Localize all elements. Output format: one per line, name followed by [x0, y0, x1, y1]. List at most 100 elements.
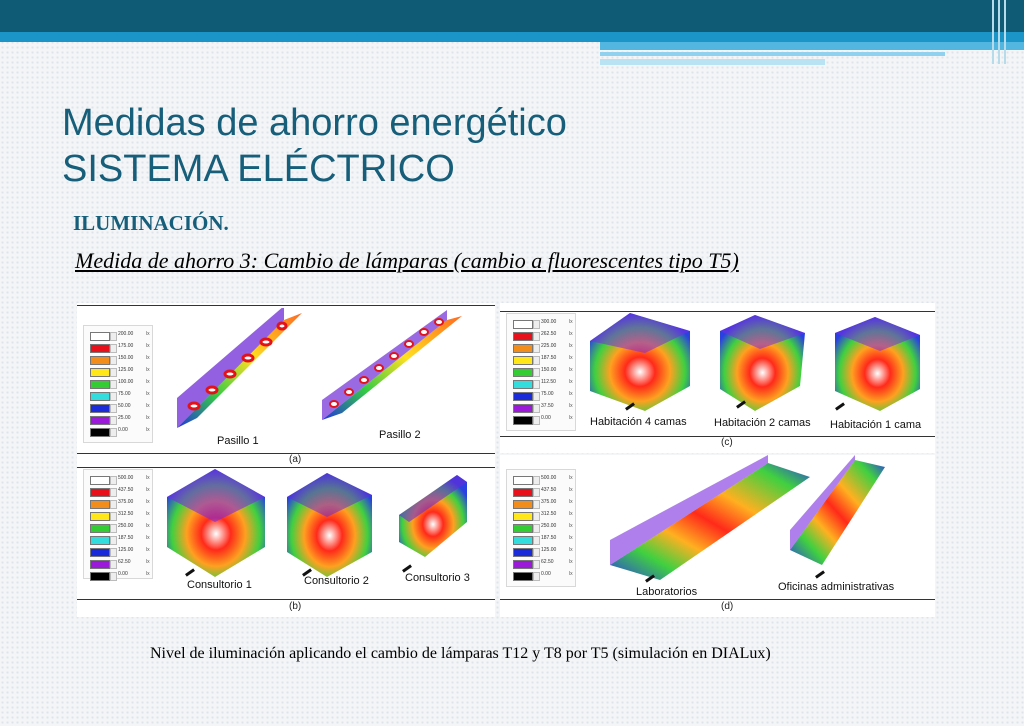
legend-dropdown [533, 404, 540, 413]
legend-swatch [90, 512, 110, 521]
legend-row: 437.50 lx [90, 487, 150, 497]
legend-row: 250.00 lx [90, 523, 150, 533]
legend-unit: lx [146, 535, 150, 541]
legend-unit: lx [146, 511, 150, 517]
legend-unit: lx [569, 355, 573, 361]
legend-value: 300.00 [541, 319, 557, 325]
legend-unit: lx [146, 379, 150, 385]
legend-value: 187.50 [541, 535, 557, 541]
legend-dropdown [533, 572, 540, 581]
legend-value: 100.00 [118, 379, 134, 385]
legend-value: 50.00 [118, 403, 131, 409]
legend-dropdown [533, 380, 540, 389]
legend-row: 0.00 lx [513, 415, 573, 425]
legend-unit: lx [569, 403, 573, 409]
legend-row: 0.00 lx [90, 427, 150, 437]
legend-swatch [513, 332, 533, 341]
legend-unit: lx [146, 391, 150, 397]
legend-unit: lx [146, 559, 150, 565]
legend-value: 262.50 [541, 331, 557, 337]
legend-swatch [90, 548, 110, 557]
legend-dropdown [110, 356, 117, 365]
legend-dropdown [110, 416, 117, 425]
legend-unit: lx [569, 415, 573, 421]
legend-row: 187.50 lx [90, 535, 150, 545]
legend-value: 25.00 [118, 415, 131, 421]
legend-swatch [513, 404, 533, 413]
legend-unit: lx [569, 331, 573, 337]
header-bar [0, 0, 1024, 32]
figure-panel-c: 300.00 lx 262.50 lx 225.00 lx 187.50 lx 150.00 lx… [500, 303, 935, 453]
legend-swatch [90, 488, 110, 497]
legend-dropdown [533, 488, 540, 497]
legend-swatch [513, 320, 533, 329]
legend-unit: lx [146, 547, 150, 553]
legend-value: 62.50 [541, 559, 554, 565]
legend-value: 150.00 [118, 355, 134, 361]
legend-unit: lx [146, 475, 150, 481]
legend-value: 112.50 [541, 379, 556, 385]
legend-dropdown [110, 476, 117, 485]
legend-swatch [513, 344, 533, 353]
legend-dropdown [110, 572, 117, 581]
legend-row: 150.00 lx [90, 355, 150, 365]
legend-dropdown [533, 536, 540, 545]
figure-caption: Nivel de iluminación aplicando el cambio… [150, 645, 771, 662]
legend-swatch [513, 572, 533, 581]
legend-unit: lx [569, 523, 573, 529]
legend-dropdown [110, 536, 117, 545]
legend-swatch [513, 416, 533, 425]
legend-value: 187.50 [118, 535, 134, 541]
legend-value: 125.00 [118, 367, 134, 373]
legend-dropdown [533, 332, 540, 341]
legend-value: 125.00 [118, 547, 134, 553]
figure-panel-a: 200.00 lx 175.00 lx 150.00 lx 125.00 lx 100.00 lx… [77, 303, 495, 465]
rendering-laboratorios-oficinas [610, 455, 885, 580]
room-label: Laboratorios [636, 586, 698, 598]
illuminance-legend: 500.00 lx 437.50 lx 375.00 lx 312.50 lx 250.00 lx… [83, 469, 153, 581]
slide-title: Medidas de ahorro energético SISTEMA ELÉ… [62, 100, 567, 192]
legend-swatch [90, 428, 110, 437]
room-label: Consultorio 1 [187, 579, 252, 591]
legend-value: 200.00 [118, 331, 134, 337]
legend-unit: lx [569, 511, 573, 517]
legend-swatch [90, 524, 110, 533]
legend-row: 125.00 lx [513, 547, 573, 557]
legend-dropdown [110, 344, 117, 353]
section-subtitle: ILUMINACIÓN. [73, 211, 229, 235]
room-label: Pasillo 2 [379, 429, 421, 441]
legend-swatch [513, 368, 533, 377]
legend-unit: lx [569, 319, 573, 325]
room-label: Habitación 4 camas [590, 416, 687, 428]
figure-panel-d: 500.00 lx 437.50 lx 375.00 lx 312.50 lx 250.00 lx… [500, 455, 935, 617]
legend-unit: lx [569, 559, 573, 565]
legend-swatch [90, 572, 110, 581]
legend-swatch [513, 512, 533, 521]
legend-dropdown [533, 524, 540, 533]
legend-swatch [90, 500, 110, 509]
room-label: Consultorio 2 [304, 575, 369, 587]
legend-swatch [90, 380, 110, 389]
legend-unit: lx [146, 415, 150, 421]
header-stripe [600, 59, 825, 65]
room-label: Habitación 2 camas [714, 417, 811, 429]
panel-letter: (b) [289, 601, 302, 612]
legend-unit: lx [146, 331, 150, 337]
legend-value: 0.00 [541, 415, 551, 421]
legend-dropdown [533, 500, 540, 509]
legend-value: 175.00 [118, 343, 134, 349]
legend-row: 375.00 lx [513, 499, 573, 509]
legend-value: 0.00 [541, 571, 551, 577]
legend-unit: lx [569, 547, 573, 553]
legend-swatch [90, 344, 110, 353]
legend-row: 125.00 lx [90, 367, 150, 377]
legend-swatch [90, 416, 110, 425]
legend-value: 75.00 [118, 391, 131, 397]
legend-unit: lx [569, 391, 573, 397]
legend-swatch [90, 356, 110, 365]
legend-swatch [513, 476, 533, 485]
header-decoration [990, 0, 1010, 64]
legend-unit: lx [146, 571, 150, 577]
legend-dropdown [110, 368, 117, 377]
legend-unit: lx [146, 499, 150, 505]
